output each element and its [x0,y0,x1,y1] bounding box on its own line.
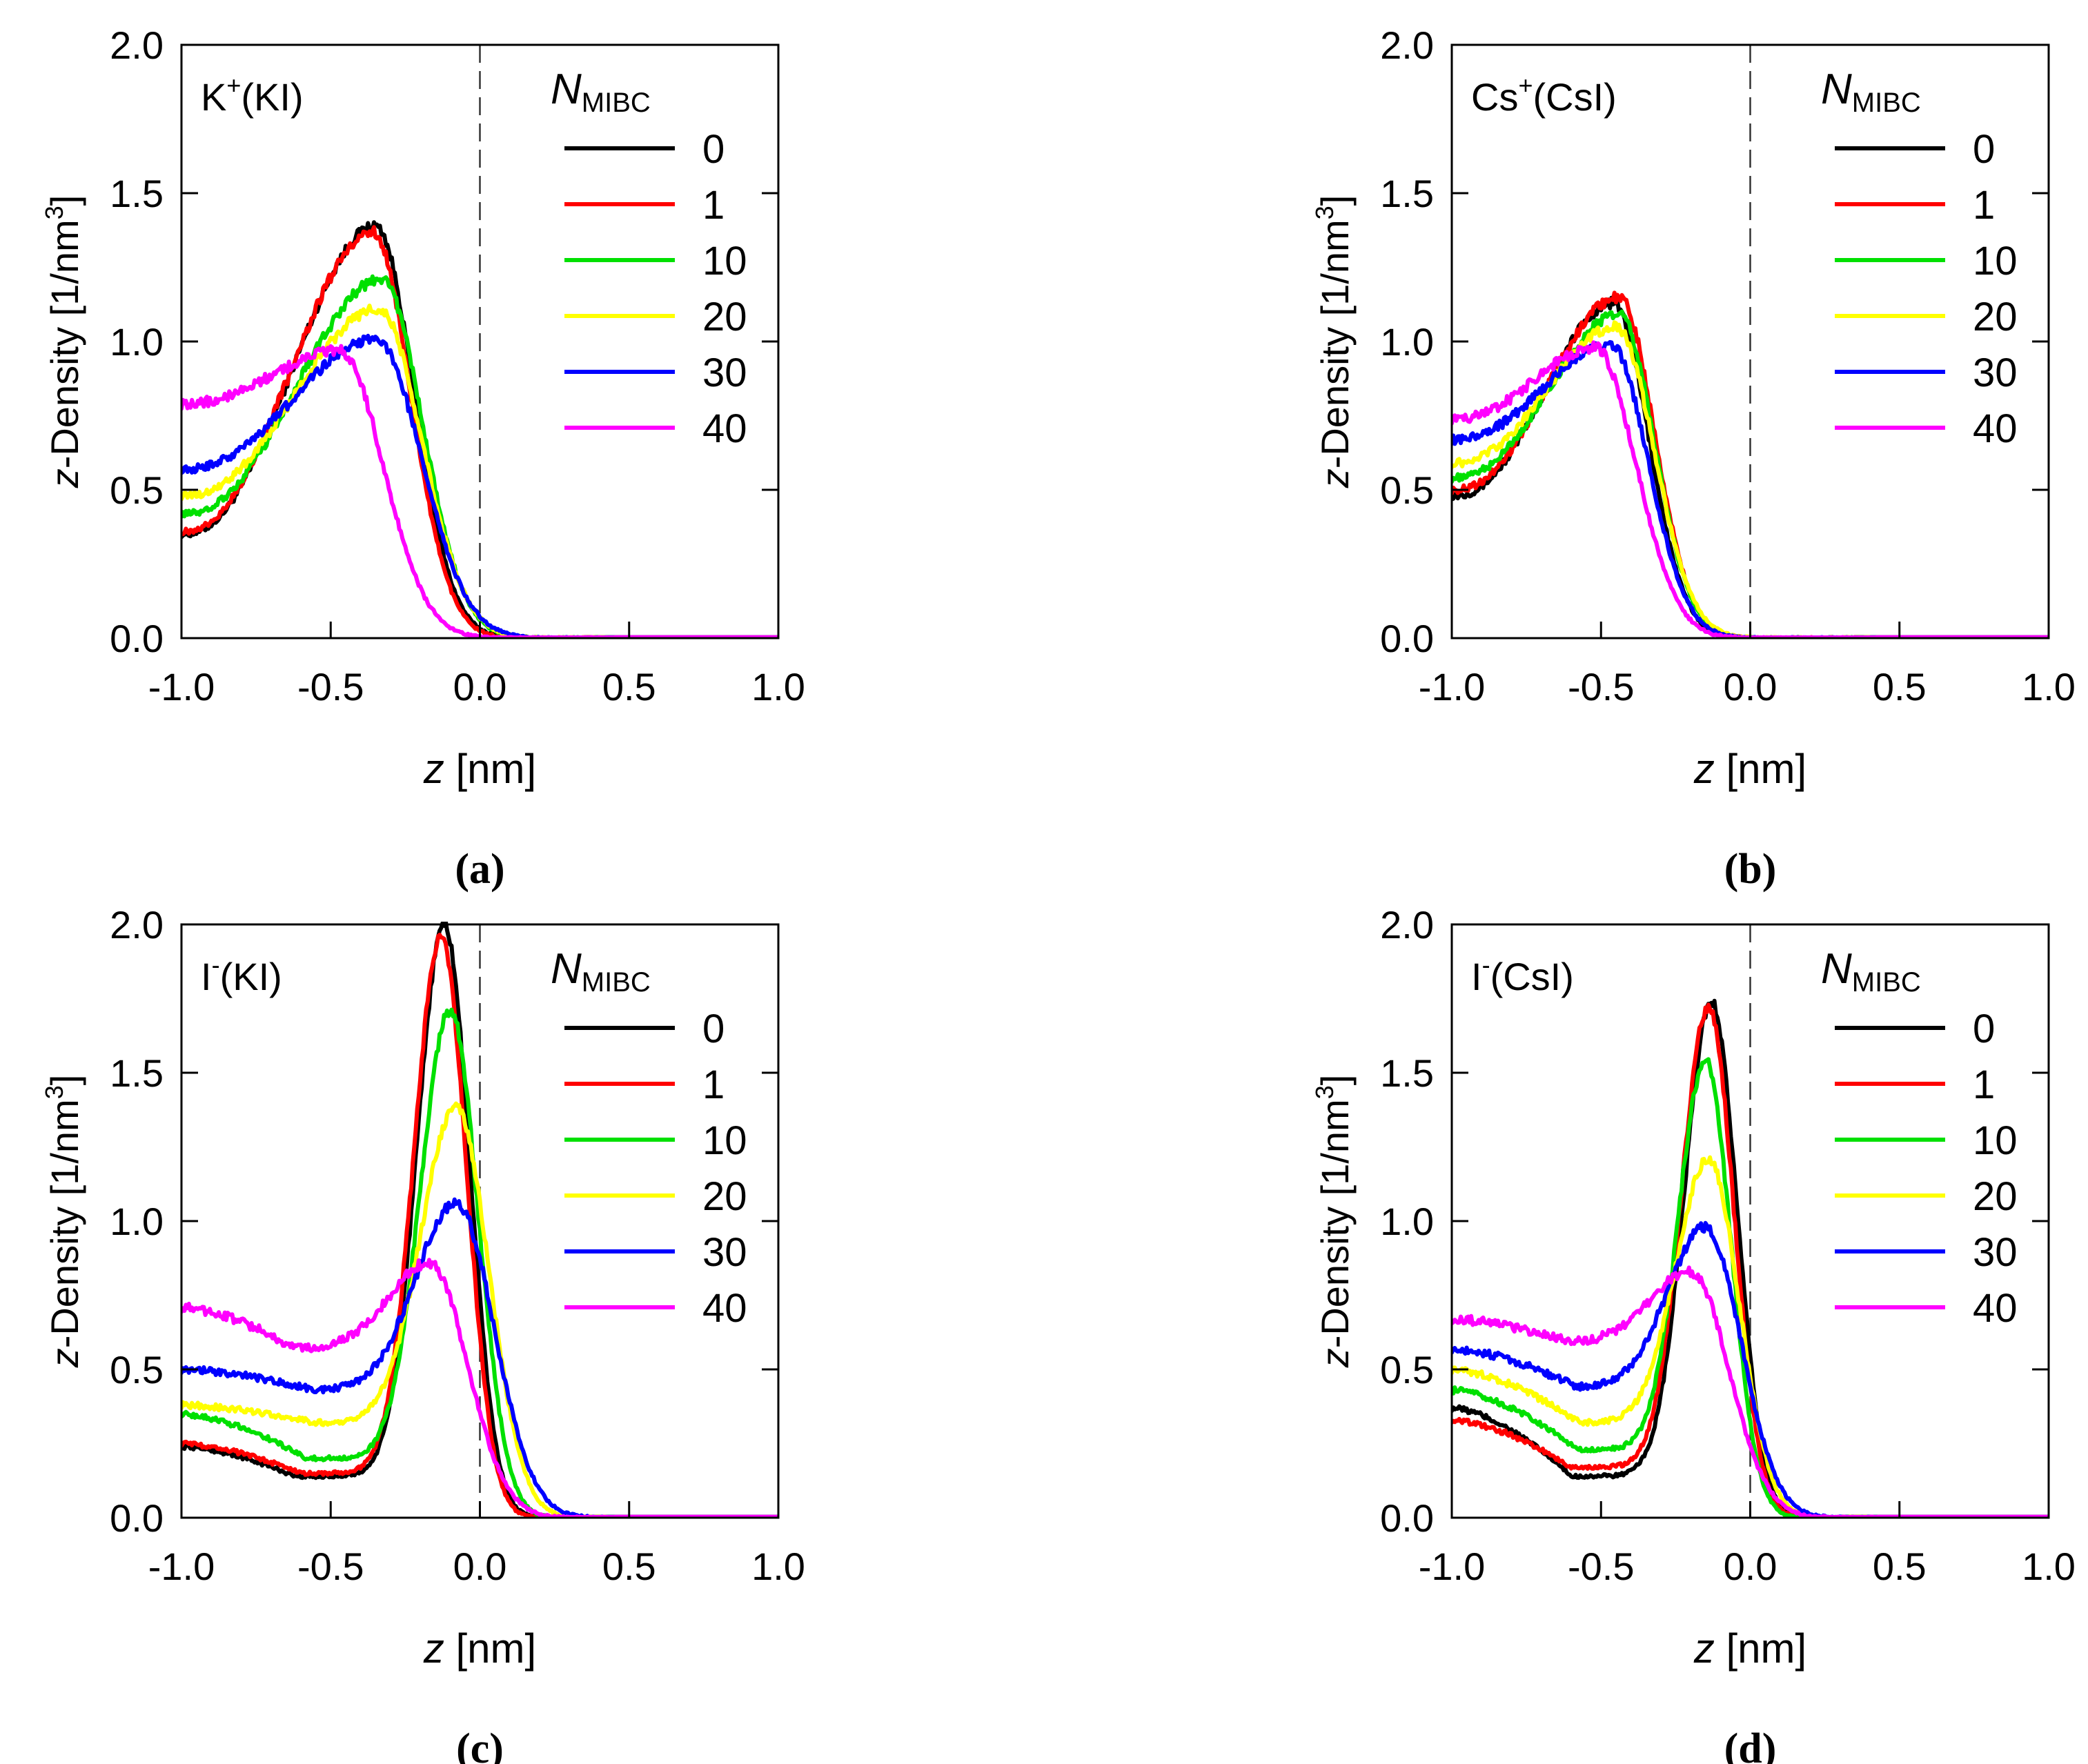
y-axis-label: z-Density [1/nm3] [1310,1075,1357,1369]
legend-label-40: 40 [702,1286,747,1331]
y-tick-label: 2.0 [1380,23,1434,67]
ion-annotation: I-(CsI) [1471,951,1574,998]
x-axis-label: z [nm] [1693,746,1806,792]
x-tick-label: 0.5 [1873,1545,1927,1588]
ion-annotation: I-(KI) [201,951,282,998]
y-axis-label: z-Density [1/nm3] [1310,195,1357,489]
legend-label-30: 30 [702,350,747,395]
legend-label-20: 20 [702,295,747,339]
legend-label-30: 30 [702,1230,747,1275]
x-axis-label: z [nm] [423,1625,536,1672]
legend-label-40: 40 [1973,1286,2018,1331]
legend-label-10: 10 [1973,239,2018,284]
x-tick-label: 1.0 [2022,665,2076,708]
y-tick-label: 1.5 [110,1051,164,1095]
legend-title: NMIBC [551,66,651,118]
legend-label-0: 0 [702,127,725,172]
y-tick-label: 1.5 [1380,172,1434,215]
legend-label-1: 1 [1973,183,1995,228]
y-tick-label: 2.0 [1380,903,1434,947]
panel-caption: (a) [455,846,504,893]
legend-label-30: 30 [1973,1230,2018,1275]
ion-annotation: Cs+(CsI) [1471,71,1617,119]
chart-panel-d: 0.0 0.5 1.0 1.5 2.0 -1.0 -0.5 0.0 0.5 1.0 z [nm] z-… [1310,903,2076,1764]
y-tick-label: 0.5 [1380,468,1434,512]
y-tick-label: 1.0 [1380,1200,1434,1243]
panel-caption: (d) [1724,1725,1777,1764]
y-axis-label: z-Density [1/nm3] [40,1075,86,1369]
x-tick-label: 0.0 [453,665,507,708]
x-axis-label: z [nm] [1693,1625,1806,1672]
x-tick-label: -1.0 [148,1545,215,1588]
y-tick-label: 1.5 [1380,1051,1434,1095]
chart-panel-a: 0.0 0.5 1.0 1.5 2.0 -1.0 -0.5 0.0 0.5 1.0 z [nm] z-… [40,23,805,893]
y-tick-label: 2.0 [110,23,164,67]
y-tick-label: 1.0 [110,1200,164,1243]
y-tick-label: 0.0 [1380,1496,1434,1540]
legend-title: NMIBC [1821,945,1921,998]
legend-label-30: 30 [1973,350,2018,395]
x-tick-label: -1.0 [1419,1545,1486,1588]
y-tick-label: 1.5 [110,172,164,215]
legend-label-10: 10 [1973,1118,2018,1163]
y-tick-label: 1.0 [1380,320,1434,364]
y-tick-label: 0.5 [110,468,164,512]
chart-panel-c: 0.0 0.5 1.0 1.5 2.0 -1.0 -0.5 0.0 0.5 1.0 z [nm] z-… [40,903,805,1764]
legend-label-10: 10 [702,239,747,284]
y-tick-label: 1.0 [110,320,164,364]
x-tick-label: 0.0 [1724,1545,1777,1588]
x-tick-label: -1.0 [1419,665,1486,708]
legend-label-40: 40 [702,406,747,451]
y-tick-label: 0.0 [110,617,164,660]
panel-caption: (b) [1724,846,1777,893]
legend-label-40: 40 [1973,406,2018,451]
legend-label-1: 1 [1973,1062,1995,1107]
legend-label-20: 20 [702,1174,747,1219]
x-tick-label: 0.5 [1873,665,1927,708]
ion-annotation: K+(KI) [201,71,304,119]
legend-label-0: 0 [1973,1007,1995,1051]
legend-title: NMIBC [1821,66,1921,118]
y-tick-label: 0.5 [110,1348,164,1391]
x-axis-label: z [nm] [423,746,536,792]
x-tick-label: -0.5 [297,665,364,708]
legend-label-1: 1 [702,1062,725,1107]
y-tick-label: 0.0 [1380,617,1434,660]
x-tick-label: 1.0 [2022,1545,2076,1588]
legend-label-0: 0 [702,1007,725,1051]
legend-label-0: 0 [1973,127,1995,172]
x-tick-label: 0.0 [453,1545,507,1588]
x-tick-label: -1.0 [148,665,215,708]
x-tick-label: 0.0 [1724,665,1777,708]
legend-label-10: 10 [702,1118,747,1163]
y-axis-label: z-Density [1/nm3] [40,195,86,489]
y-tick-label: 2.0 [110,903,164,947]
x-tick-label: 1.0 [751,1545,805,1588]
x-tick-label: 1.0 [751,665,805,708]
x-tick-label: 0.5 [602,1545,656,1588]
legend-label-20: 20 [1973,1174,2018,1219]
x-tick-label: 0.5 [602,665,656,708]
legend-label-20: 20 [1973,295,2018,339]
chart-panel-b: 0.0 0.5 1.0 1.5 2.0 -1.0 -0.5 0.0 0.5 1.0 z [nm] z-… [1310,23,2076,893]
legend-title: NMIBC [551,945,651,998]
x-tick-label: -0.5 [1568,665,1635,708]
y-tick-label: 0.0 [110,1496,164,1540]
y-tick-label: 0.5 [1380,1348,1434,1391]
x-tick-label: -0.5 [1568,1545,1635,1588]
legend-label-1: 1 [702,183,725,228]
panel-caption: (c) [456,1725,504,1764]
x-tick-label: -0.5 [297,1545,364,1588]
